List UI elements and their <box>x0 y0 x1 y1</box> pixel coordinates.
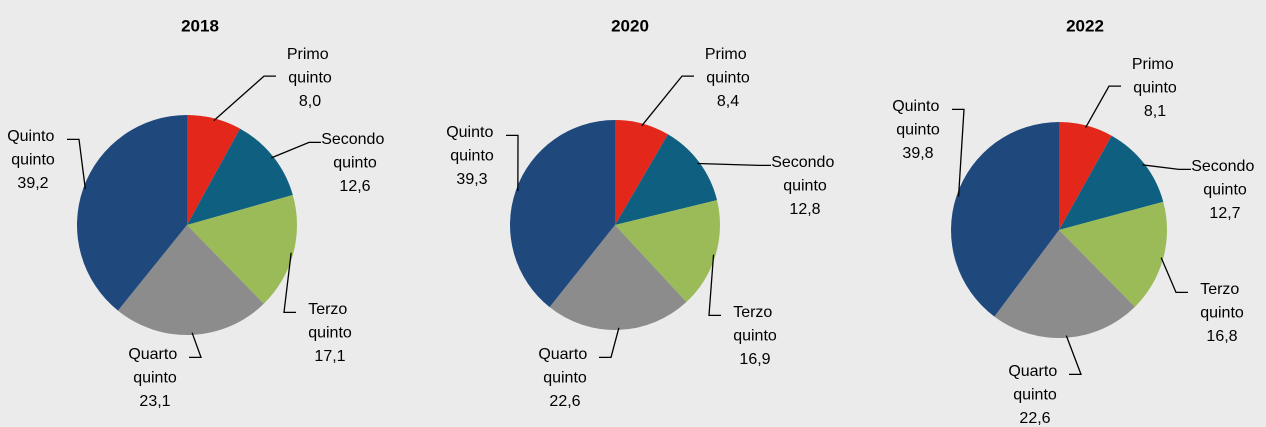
label-line: quinto <box>308 325 352 342</box>
value-label: 12,6 <box>339 178 370 195</box>
leader-line <box>189 332 202 359</box>
label-line: Primo <box>705 46 751 63</box>
pie-slice <box>76 114 187 311</box>
slice-label: Quarto quinto <box>538 346 591 387</box>
pie-slice <box>1059 122 1112 230</box>
leader-line <box>952 108 965 197</box>
label-line: Secondo <box>771 154 839 171</box>
label-line: Quarto <box>128 346 181 363</box>
leader-line <box>1085 85 1121 128</box>
label-line: Primo <box>1132 56 1178 73</box>
pie-slice <box>187 194 297 304</box>
label-line: Primo <box>287 46 333 63</box>
label-line: quinto <box>1200 305 1244 322</box>
label-line: quinto <box>1013 387 1057 404</box>
slice-label: Terzo quinto <box>1200 281 1244 322</box>
slice-label: Secondo quinto <box>321 131 389 172</box>
slice-label: Quinto quinto <box>446 124 498 165</box>
leader-line <box>1160 257 1188 294</box>
value-label: 22,6 <box>1019 410 1050 427</box>
label-line: Quarto <box>1008 363 1061 380</box>
value-label: 39,8 <box>902 145 933 162</box>
leader-line <box>708 254 721 317</box>
leader-line <box>1065 335 1082 376</box>
slice-label: Secondo quinto <box>771 154 839 195</box>
slice-label: Primo quinto <box>705 46 751 87</box>
pie-slice <box>615 134 718 225</box>
label-line: Quarto <box>538 346 591 363</box>
leader-line <box>641 75 694 127</box>
label-line: quinto <box>333 155 377 172</box>
label-line: Terzo <box>733 304 777 321</box>
value-label: 16,9 <box>739 351 770 368</box>
value-label: 8,1 <box>1144 103 1166 120</box>
value-label: 22,6 <box>549 393 580 410</box>
slice-label: Quinto quinto <box>7 128 59 169</box>
label-line: quinto <box>1133 80 1177 97</box>
pie-slice <box>615 120 668 225</box>
pie-slice <box>549 225 687 330</box>
leader-line <box>67 138 86 190</box>
chart-title: 2018 <box>181 16 219 35</box>
pie-slice <box>994 230 1135 339</box>
leader-line <box>599 327 620 359</box>
label-line: quinto <box>896 122 940 139</box>
value-label: 39,3 <box>456 171 487 188</box>
label-line: quinto <box>288 70 332 87</box>
label-line: Secondo <box>1191 158 1259 175</box>
label-line: Quinto <box>7 128 59 145</box>
value-label: 23,1 <box>139 393 170 410</box>
label-line: quinto <box>733 328 777 345</box>
label-line: Terzo <box>1200 281 1244 298</box>
label-line: quinto <box>706 70 750 87</box>
leader-line <box>1142 164 1191 171</box>
slice-label: Primo quinto <box>287 46 333 87</box>
pie-slice <box>187 128 293 225</box>
leader-line <box>283 252 296 314</box>
slice-label: Secondo quinto <box>1191 158 1259 199</box>
slice-label: Terzo quinto <box>308 301 352 342</box>
label-line: Quinto <box>446 124 498 141</box>
leader-line <box>697 162 771 167</box>
label-line: quinto <box>133 370 177 387</box>
slice-label: Terzo quinto <box>733 304 777 345</box>
pie-slice <box>1059 201 1167 307</box>
label-line: Secondo <box>321 131 389 148</box>
label-line: quinto <box>11 152 55 169</box>
slice-label: Primo quinto <box>1132 56 1178 97</box>
chart-title: 2020 <box>611 16 649 35</box>
label-line: quinto <box>450 148 494 165</box>
leader-line <box>506 134 519 192</box>
value-label: 39,2 <box>17 175 48 192</box>
value-label: 12,7 <box>1209 205 1240 222</box>
value-label: 12,8 <box>789 201 820 218</box>
pie-slice <box>117 225 264 335</box>
label-line: quinto <box>783 178 827 195</box>
slice-label: Quarto quinto <box>1008 363 1061 404</box>
leader-line <box>271 141 321 159</box>
chart-title: 2022 <box>1066 16 1104 35</box>
leader-line <box>213 75 276 122</box>
pie-slice <box>187 115 240 225</box>
slice-label: Quarto quinto <box>128 346 181 387</box>
label-line: Terzo <box>308 301 352 318</box>
pie-slice <box>615 200 721 302</box>
pie-slice <box>951 122 1059 317</box>
label-line: quinto <box>1203 182 1247 199</box>
label-line: Quinto <box>892 98 944 115</box>
pie-slice <box>1059 135 1164 230</box>
label-line: quinto <box>543 370 587 387</box>
pie-slice <box>509 119 615 308</box>
value-label: 17,1 <box>314 348 345 365</box>
slice-label: Quinto quinto <box>892 98 944 139</box>
value-label: 16,8 <box>1206 328 1237 345</box>
value-label: 8,0 <box>299 93 321 110</box>
value-label: 8,4 <box>717 93 739 110</box>
